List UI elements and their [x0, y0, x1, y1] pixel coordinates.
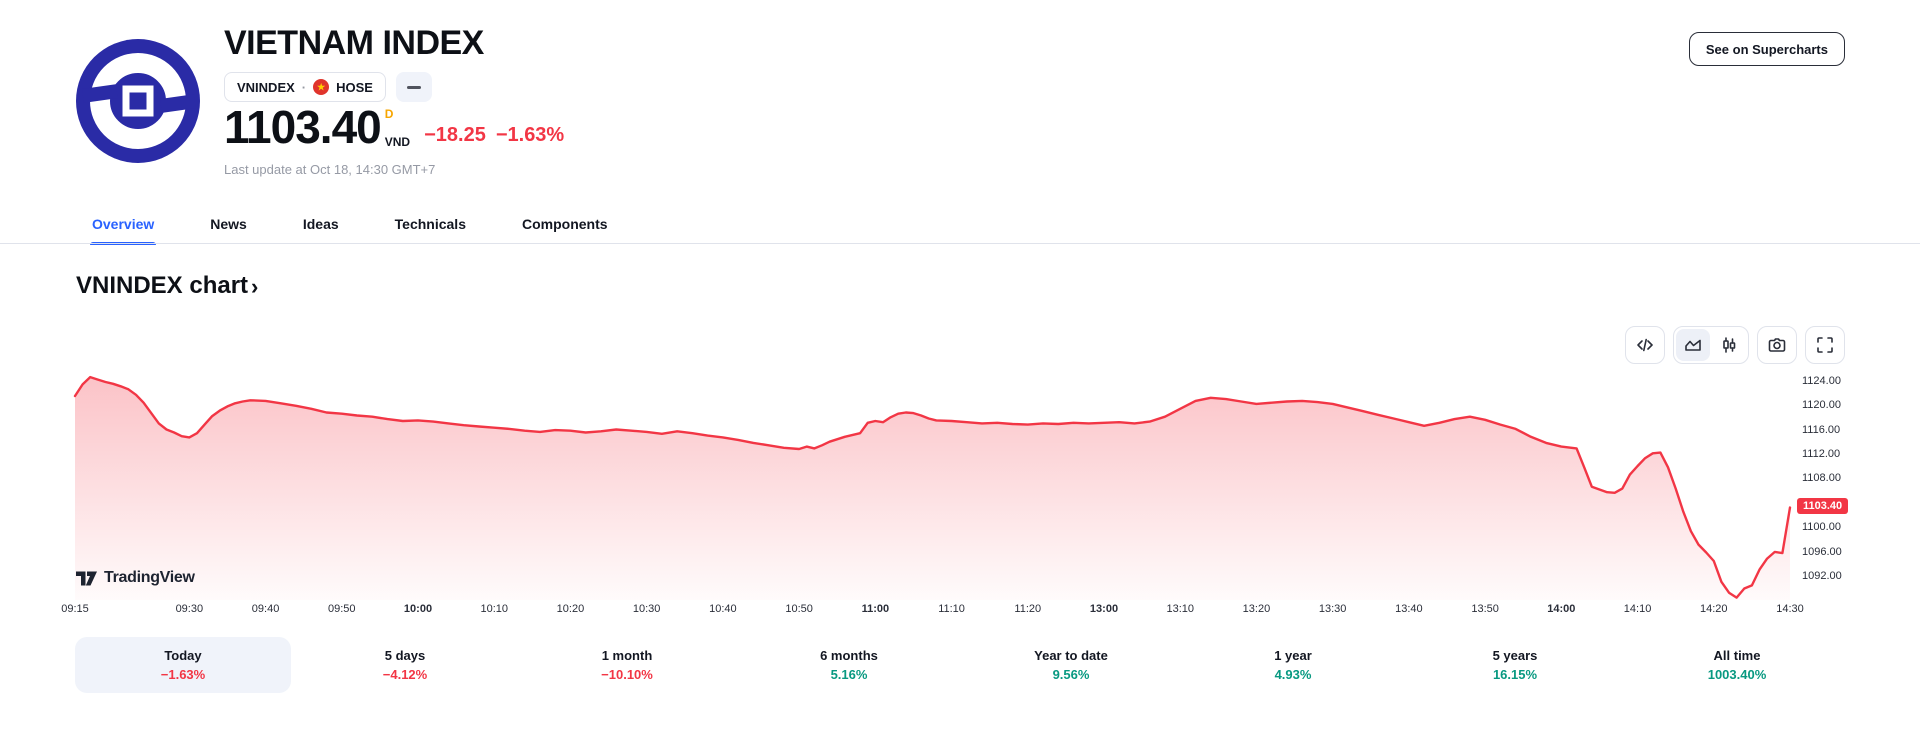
x-axis-label: 09:50 [328, 603, 356, 615]
x-axis-label: 14:30 [1776, 603, 1804, 615]
toolbar-group-chart-type [1673, 326, 1749, 364]
current-price: 1103.40 [224, 101, 382, 153]
period-all-time[interactable]: All time 1003.40% [1629, 637, 1845, 693]
tradingview-watermark[interactable]: TradingView [76, 569, 195, 587]
tab-technicals[interactable]: Technicals [393, 216, 468, 245]
x-axis-label: 11:00 [861, 603, 890, 615]
y-axis-label: 1120.00 [1802, 399, 1841, 412]
page-title: VIETNAM INDEX [224, 24, 484, 62]
fullscreen-icon[interactable] [1808, 329, 1842, 361]
hose-index-logo [76, 39, 200, 163]
period-1-year[interactable]: 1 year 4.93% [1185, 637, 1401, 693]
separator-dot: · [301, 79, 307, 95]
x-axis-label: 13:40 [1395, 603, 1423, 615]
period-5-days[interactable]: 5 days −4.12% [297, 637, 513, 693]
toolbar-group-snapshot [1757, 326, 1797, 364]
area-fill [75, 377, 1790, 600]
see-on-supercharts-button[interactable]: See on Supercharts [1688, 32, 1845, 66]
dash-icon [406, 85, 421, 89]
x-axis-label: 14:20 [1700, 603, 1728, 615]
section-title-link[interactable]: VNINDEX chart › [76, 272, 258, 300]
camera-icon[interactable] [1760, 329, 1794, 361]
y-axis-label: 1100.00 [1802, 521, 1841, 534]
interval-badge: D [384, 107, 394, 121]
price-change: −18.25 −1.63% [424, 123, 564, 150]
y-axis-label: 1108.00 [1802, 472, 1841, 485]
tradingview-logo-icon [76, 571, 97, 585]
period-1-month[interactable]: 1 month −10.10% [519, 637, 735, 693]
x-axis-label: 13:30 [1318, 603, 1347, 615]
x-axis-label: 14:00 [1547, 603, 1576, 615]
tab-ideas[interactable]: Ideas [301, 216, 341, 245]
x-axis-label: 11:10 [938, 603, 965, 615]
tab-divider [0, 243, 1920, 244]
x-axis-label: 13:50 [1471, 603, 1499, 615]
y-axis-label: 1124.00 [1802, 375, 1841, 387]
change-absolute: −18.25 [424, 124, 486, 146]
tab-overview[interactable]: Overview [90, 216, 157, 245]
toolbar-group-fullscreen [1805, 326, 1845, 364]
y-axis-label: 1116.00 [1802, 423, 1841, 436]
x-axis-label: 10:50 [785, 603, 813, 615]
period-performance-row: Today −1.63% 5 days −4.12% 1 month −10.1… [75, 637, 1845, 693]
tradingview-watermark-text: TradingView [104, 569, 195, 586]
area-chart-plot [73, 375, 1792, 600]
hose-logo-icon [76, 39, 200, 163]
period-today[interactable]: Today −1.63% [75, 637, 291, 693]
chart-toolbar [1625, 326, 1845, 364]
tab-components[interactable]: Components [520, 216, 610, 245]
x-axis-label: 10:20 [556, 603, 585, 615]
code-icon[interactable] [1628, 329, 1662, 361]
period-5-years[interactable]: 5 years 16.15% [1407, 637, 1623, 693]
last-price-badge: 1103.40 [1797, 498, 1849, 515]
section-title-text: VNINDEX chart [76, 272, 249, 299]
y-axis-label: 1092.00 [1802, 569, 1842, 582]
price-chart[interactable]: 1124.001120.001116.001112.001108.001104.… [0, 373, 1920, 621]
period-year-to-date[interactable]: Year to date 9.56% [963, 637, 1179, 693]
x-axis-label: 09:40 [251, 603, 280, 615]
tab-bar: Overview News Ideas Technicals Component… [90, 216, 610, 245]
candles-icon[interactable] [1712, 329, 1746, 361]
x-axis-label: 09:30 [175, 603, 204, 615]
x-axis-label: 11:20 [1014, 603, 1042, 615]
more-options-button[interactable] [395, 72, 432, 102]
y-axis-label: 1096.00 [1802, 545, 1842, 558]
x-axis-label: 10:00 [403, 603, 433, 615]
x-axis-label: 10:30 [632, 603, 661, 615]
x-axis-label: 13:20 [1242, 603, 1271, 615]
currency-label: VND [384, 135, 411, 149]
x-axis-label: 13:00 [1089, 603, 1119, 615]
vietnam-flag-icon: ★ [313, 79, 330, 95]
last-update-text: Last update at Oct 18, 14:30 GMT+7 [224, 162, 436, 177]
symbol-exchange-badge[interactable]: VNINDEX · ★ HOSE [224, 72, 386, 102]
symbol-label: VNINDEX [237, 79, 295, 95]
price-row: 1103.40 D VND −18.25 −1.63% [224, 104, 564, 150]
symbol-badge-row: VNINDEX · ★ HOSE [224, 72, 432, 102]
area-chart-icon[interactable] [1676, 329, 1710, 361]
y-axis-label: 1112.00 [1802, 448, 1841, 461]
exchange-label: HOSE [336, 79, 373, 95]
price-line [73, 375, 1792, 599]
chevron-right-icon: › [251, 273, 259, 299]
x-axis-label: 14:10 [1623, 603, 1652, 615]
period-6-months[interactable]: 6 months 5.16% [741, 637, 957, 693]
change-percent: −1.63% [495, 124, 565, 146]
x-axis-label: 10:40 [709, 603, 737, 615]
price-meta: D VND [385, 108, 410, 150]
x-axis-label: 10:10 [480, 603, 508, 615]
x-axis-label: 13:10 [1166, 603, 1194, 615]
toolbar-group-code [1625, 326, 1665, 364]
x-axis-label: 09:15 [61, 603, 89, 615]
tab-news[interactable]: News [208, 216, 249, 245]
